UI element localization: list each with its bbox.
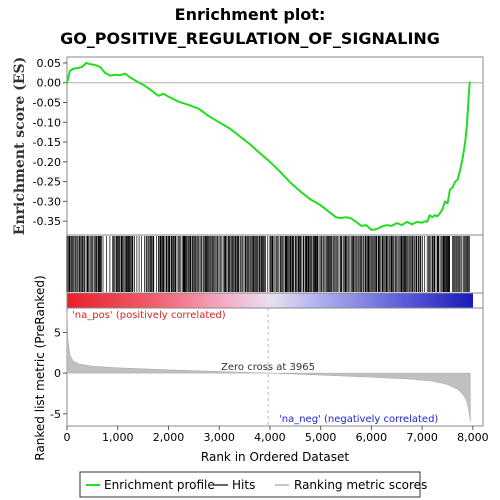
x-tick-label: 1,000 [102,431,134,444]
es-panel-frame [66,56,484,236]
metric-panel-frame [66,307,484,427]
es-y-tick-label: -0.30 [33,195,61,208]
ranking-metric-area [66,312,471,422]
chart-title-line1: Enrichment plot: [175,5,326,24]
hit-lines [66,236,470,292]
metric-y-tick-label: 0 [54,367,61,380]
es-y-tick-label: -0.35 [33,215,61,228]
x-tick-label: 2,000 [153,431,185,444]
legend: Enrichment profile Hits Ranking metric s… [79,471,427,498]
es-y-axis-label: Enrichment score (ES) [12,57,28,235]
hits-panel [66,234,484,294]
es-y-tick-label: -0.20 [33,156,61,169]
metric-panel: 50-5 'na_pos' (positively correlated) 'n… [33,275,484,461]
x-axis: 0 1,000 2,000 3,000 4,000 5,000 6,000 7,000 8,00… [64,426,489,444]
legend-frame [79,471,421,498]
pos-correlated-label: 'na_pos' (positively correlated) [72,310,226,321]
metric-y-tick-label: -5 [50,408,61,421]
x-tick-label: 7,000 [406,431,438,444]
es-y-tick-label: 0.05 [37,57,62,70]
x-axis-label: Rank in Ordered Dataset [201,450,349,464]
metric-y-ticks: 5 0 -5 [50,326,67,421]
x-tick-label: 5,000 [305,431,337,444]
chart-title-line2: GO_POSITIVE_REGULATION_OF_SIGNALING [60,29,440,48]
x-tick-label: 4,000 [254,431,286,444]
rank-color-bar [67,293,473,308]
es-y-tick-label: -0.25 [33,176,61,189]
es-y-tick-label: -0.10 [33,116,61,129]
legend-enrichment-label: Enrichment profile [104,478,215,492]
es-y-tick-label: -0.05 [33,96,61,109]
x-tick-label: 0 [64,431,71,444]
neg-correlated-label: 'na_neg' (negatively correlated) [279,414,438,425]
legend-metric-label: Ranking metric scores [294,478,427,492]
rank-y-axis-label: Ranked list metric (PreRanked) [33,275,47,460]
x-tick-label: 6,000 [356,431,388,444]
metric-y-tick-label: 5 [54,326,61,339]
zero-cross-label: Zero cross at 3965 [221,362,315,373]
x-tick-label: 8,000 [457,431,489,444]
es-y-tick-label: 0.00 [37,77,62,90]
es-y-tick-label: -0.15 [33,136,61,149]
es-y-ticks: 0.05 0.00 -0.05 -0.10 -0.15 -0.20 -0.25 -0.30 -0… [33,57,67,228]
x-tick-label: 3,000 [203,431,235,444]
es-panel: 0.05 0.00 -0.05 -0.10 -0.15 -0.20 -0.25 -0.30 -0… [12,56,484,236]
legend-hits-label: Hits [232,478,255,492]
enrichment-profile-line [66,61,471,231]
